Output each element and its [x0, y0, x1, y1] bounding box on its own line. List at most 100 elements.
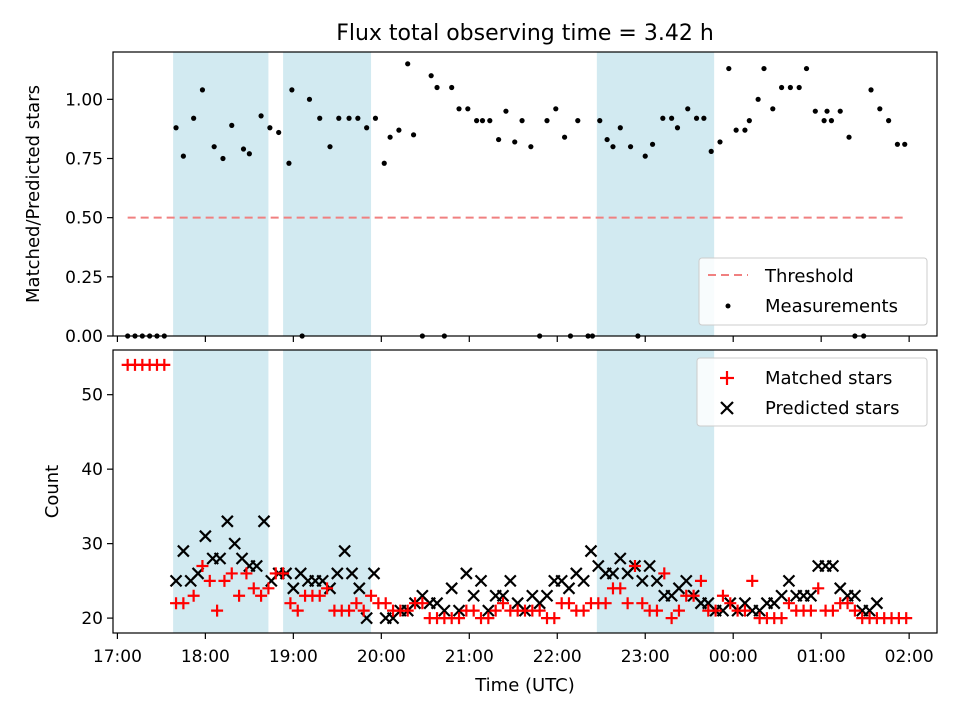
measurement-point [708, 148, 714, 154]
predicted-star-marker [474, 574, 488, 588]
matched-star-marker [255, 589, 268, 602]
x-tick-label: 01:00 [797, 647, 846, 667]
matched-star-marker [900, 612, 913, 625]
measurement-point [821, 118, 827, 124]
matched-star-marker [158, 358, 171, 371]
observing-window [596, 350, 715, 633]
matched-star-marker [453, 612, 466, 625]
matched-star-marker [321, 582, 334, 595]
predicted-star-marker [680, 574, 693, 588]
measurement-point [824, 108, 830, 114]
y-tick-label: 1.00 [65, 90, 103, 110]
x-tick-label: 22:00 [533, 647, 582, 667]
matched-star-marker [812, 582, 825, 595]
measurement-point [246, 151, 252, 157]
measurement-point [267, 125, 273, 131]
matched-star-marker [350, 597, 363, 610]
predicted-star-marker [367, 567, 381, 580]
measurement-point [474, 118, 480, 124]
measurement-point [846, 134, 852, 140]
x-tick-label: 00:00 [709, 647, 758, 667]
measurement-point [487, 118, 493, 124]
top-y-axis-label: Matched/Predicted stars [23, 85, 44, 303]
predicted-star-marker [460, 567, 473, 580]
predicted-star-marker [504, 574, 517, 588]
matched-star-marker [548, 612, 561, 625]
matched-star-marker [841, 597, 854, 610]
predicted-star-marker [257, 515, 271, 528]
measurement-point [289, 87, 295, 93]
predicted-star-marker [540, 589, 554, 603]
predicted-star-marker [496, 589, 510, 603]
legend-matched-label: Matched stars [765, 368, 892, 389]
predicted-star-marker [804, 589, 818, 603]
measurement-point [336, 115, 342, 121]
y-tick-label: 30 [81, 535, 103, 555]
predicted-star-marker [250, 559, 263, 573]
top-legend-box [698, 257, 928, 326]
legend-predicted-swatch [720, 401, 734, 415]
predicted-star-marker [177, 544, 190, 558]
y-tick-label: 50 [81, 386, 103, 406]
measurement-point [575, 118, 581, 124]
measurement-point [803, 65, 810, 72]
predicted-star-marker [345, 567, 359, 580]
measurement-point [553, 106, 559, 112]
x-tick-label: 18:00 [181, 647, 230, 667]
observing-window [283, 52, 372, 336]
measurement-point [503, 108, 509, 114]
observing-window [596, 52, 715, 336]
predicted-star-marker [650, 574, 664, 588]
measurement-point [649, 141, 656, 147]
measurement-point [327, 144, 333, 150]
predicted-star-marker [338, 544, 351, 558]
matched-star-marker [658, 567, 671, 580]
matched-star-marker [247, 582, 260, 595]
matched-star-marker [694, 574, 707, 587]
predicted-star-marker [452, 604, 466, 617]
matched-star-marker [379, 597, 392, 610]
chart-title: Flux total observing time = 3.42 h [336, 21, 714, 46]
y-tick-label: 0.00 [65, 327, 103, 347]
top-y-axis: 0.00 0.25 0.50 0.75 1.00 [65, 90, 113, 347]
predicted-star-marker [199, 529, 212, 543]
matched-star-marker [203, 574, 216, 587]
predicted-star-marker [287, 582, 300, 595]
matched-star-marker [262, 582, 275, 595]
legend-threshold-label: Threshold [764, 266, 854, 287]
measurement-point [796, 84, 802, 91]
matched-star-marker [291, 604, 304, 617]
predicted-star-marker [221, 515, 234, 528]
measurement-point [717, 139, 723, 145]
measurement-point [276, 129, 282, 136]
top-x-ticks [116, 336, 910, 342]
matched-star-marker [738, 604, 751, 617]
predicted-star-marker [636, 574, 649, 588]
matched-star-marker [489, 604, 502, 617]
matched-star-marker [196, 559, 209, 572]
matched-star-marker [277, 567, 290, 580]
measurement-point [173, 125, 179, 131]
matched-star-marker [233, 589, 246, 602]
measurement-point [434, 84, 440, 91]
measurement-point [346, 115, 352, 121]
legend-predicted-label: Predicted stars [765, 398, 899, 419]
predicted-star-marker [467, 589, 480, 603]
predicted-star-marker [331, 567, 344, 580]
measurement-point [317, 115, 323, 121]
measurement-point [597, 118, 603, 124]
measurement-point [211, 144, 217, 150]
measurement-point [701, 115, 707, 121]
matched-star-marker [577, 604, 590, 617]
measurement-point [456, 106, 462, 112]
predicted-star-marker [353, 582, 366, 595]
bottom-y-axis: 20 30 40 50 [81, 386, 113, 629]
predicted-star-marker [577, 574, 590, 588]
y-tick-label: 40 [81, 460, 103, 480]
measurement-points [125, 61, 908, 339]
legend-measurement-swatch [725, 303, 731, 309]
matched-star-marker [357, 604, 370, 617]
predicted-star-marker [870, 596, 884, 610]
predicted-star-marker [438, 604, 451, 617]
matched-star-marker [533, 604, 546, 617]
